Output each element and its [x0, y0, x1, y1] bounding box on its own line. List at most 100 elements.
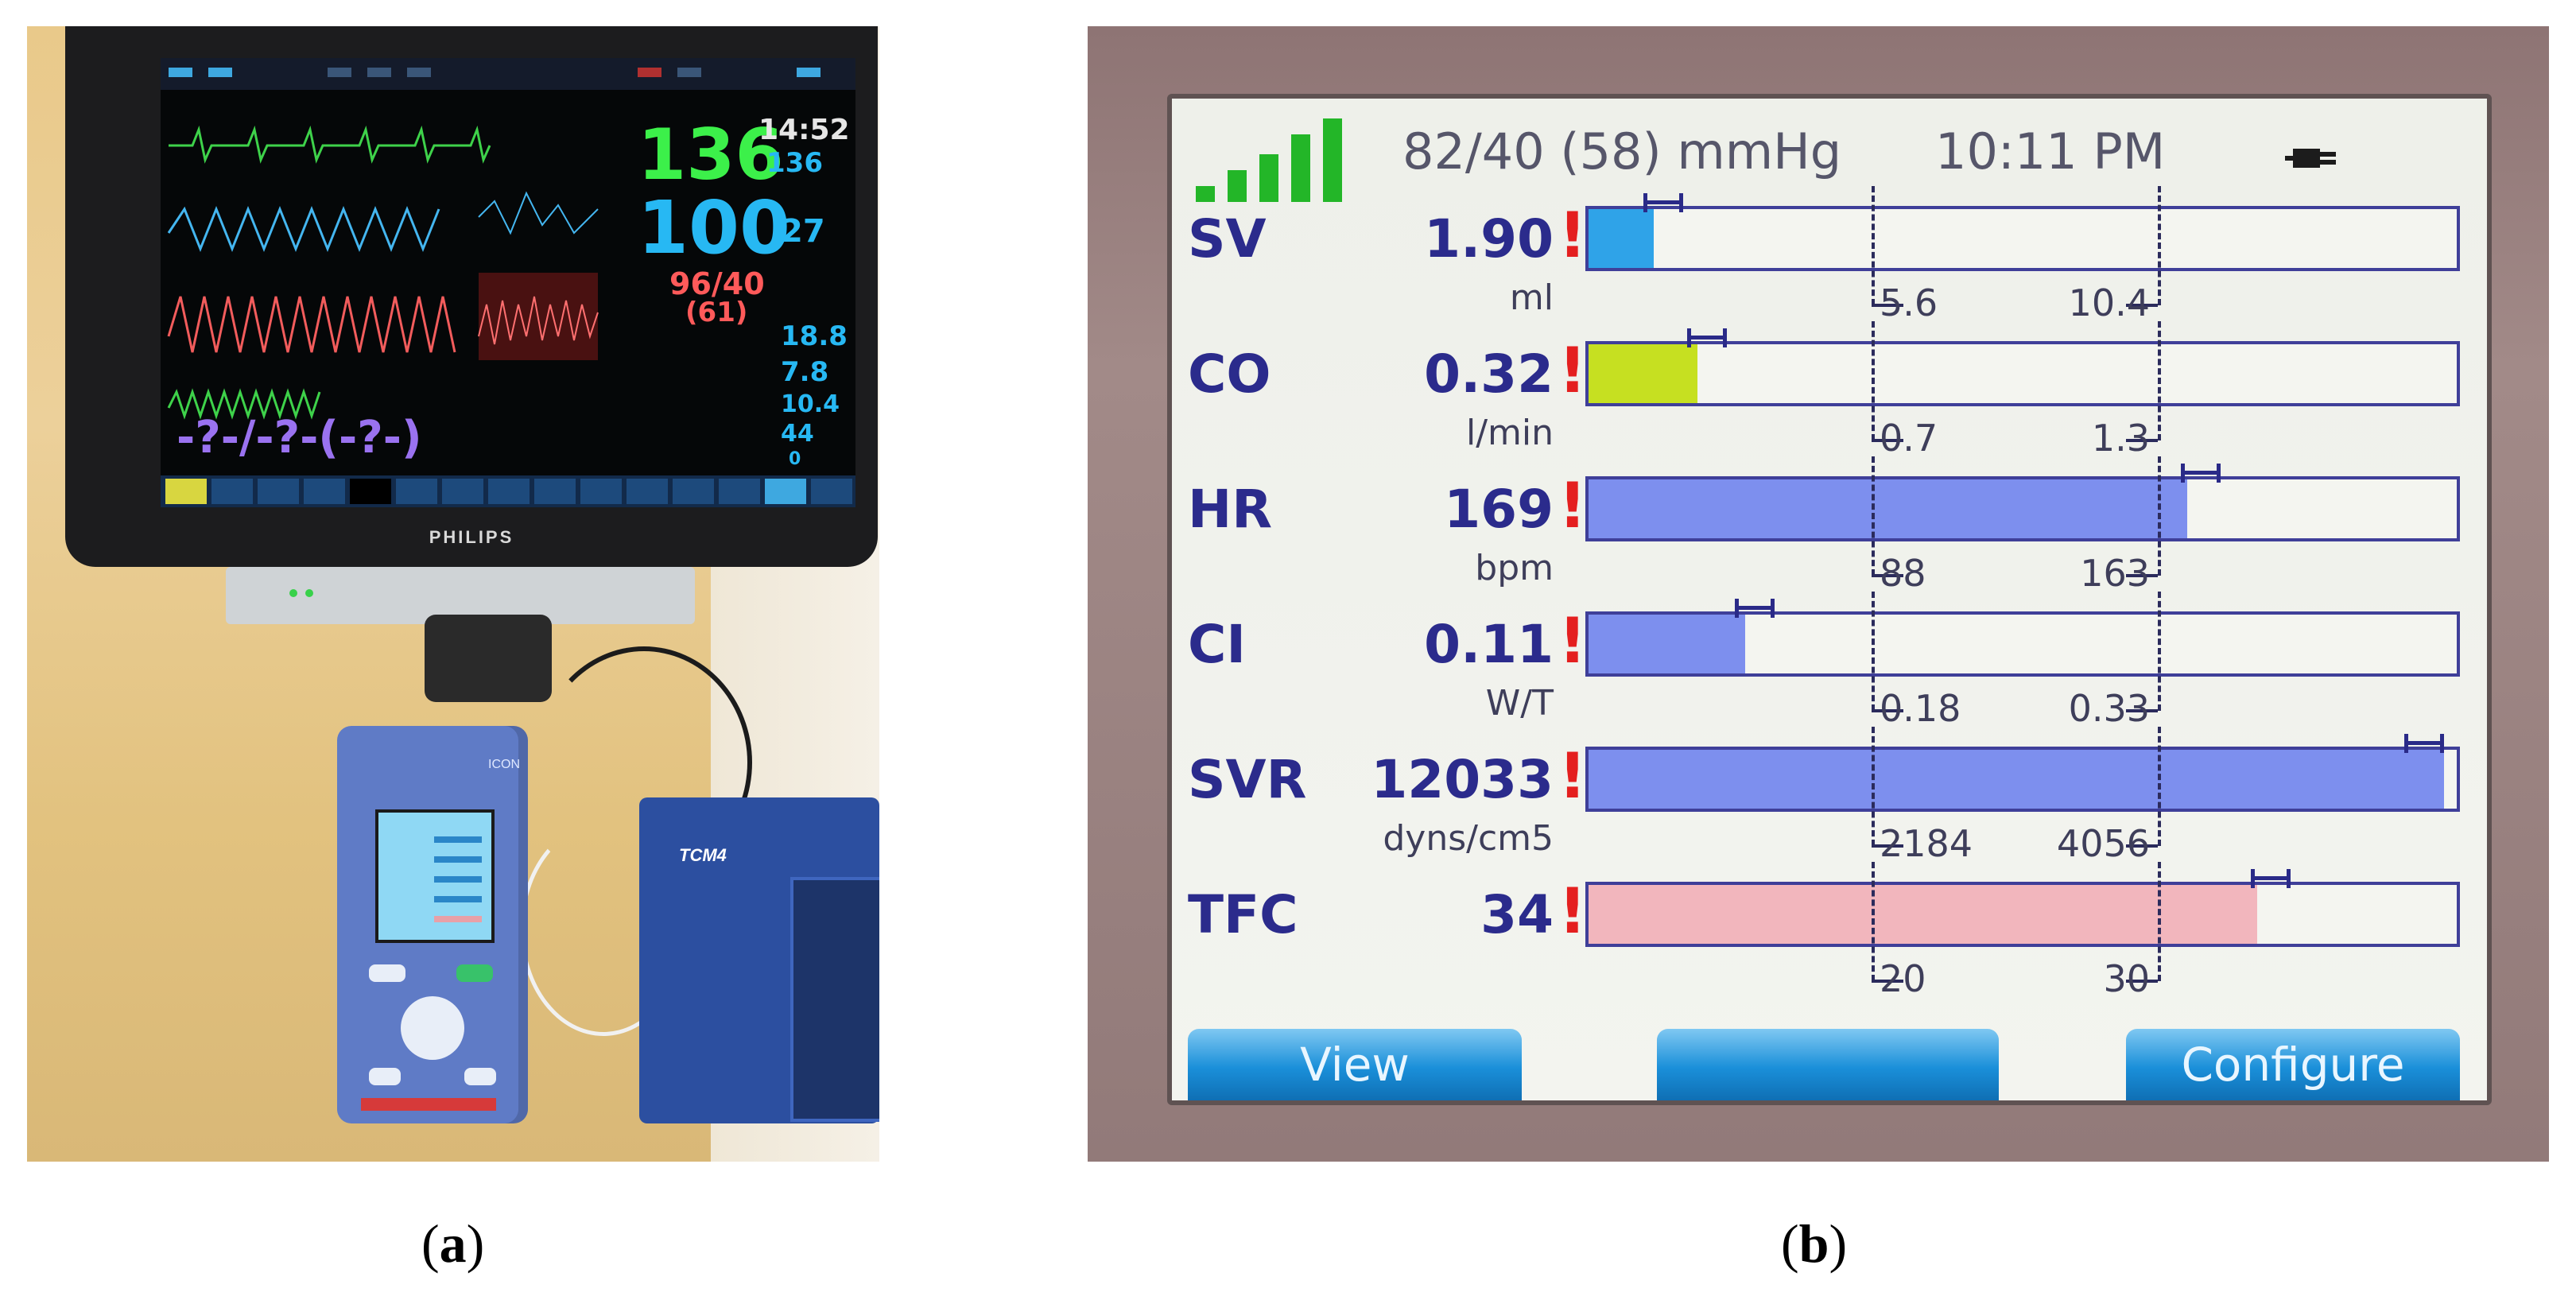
range-low: 20 [1880, 957, 1926, 1000]
param-value: 0.11 [1424, 614, 1554, 675]
clock: 14:52 [758, 114, 850, 146]
range-dash [2158, 321, 2161, 440]
monitor-top-bar [161, 58, 855, 90]
view-button[interactable]: View [1188, 1029, 1522, 1100]
range-dash [2158, 727, 2161, 846]
range-dash [2158, 592, 2161, 711]
param-bar-fill [1589, 885, 2257, 944]
range-high: 4056 [2056, 822, 2150, 865]
monitor-softkey-bar [161, 475, 855, 507]
trend-marker [2181, 464, 2221, 483]
trend-marker [1686, 328, 1727, 347]
waveforms [167, 125, 599, 420]
param-bar-fill [1589, 479, 2188, 538]
tcm4-window [790, 877, 879, 1122]
param-bar-fill [1589, 750, 2444, 809]
range-high: 163 [2080, 552, 2150, 595]
range-bracket [2126, 439, 2158, 442]
range-bracket [2126, 304, 2158, 307]
range-low: 2184 [1880, 822, 1973, 865]
trend-marker [2251, 869, 2291, 888]
photo-icon-screen: 82/40 (58) mmHg 10:11 PM SV 1.90! ml 5.6 10.… [1088, 26, 2549, 1162]
resp-value: 27 [781, 213, 825, 250]
param-bar [1585, 611, 2460, 677]
photo-bedside-monitor: 136 14:52 136 100 27 96/40 (61) 18.8 7.8… [27, 26, 879, 1162]
range-bracket [2126, 980, 2158, 983]
param-bar [1585, 341, 2460, 406]
art-placeholder: -?-/-?-(-?-) [177, 412, 422, 464]
range-low: 5.6 [1880, 281, 1938, 324]
param-unit: W/T [1485, 683, 1554, 724]
param-value: 1.90 [1424, 208, 1554, 270]
range-bracket [1872, 980, 1903, 983]
param-label: CO [1188, 343, 1271, 405]
hr-value: 136 [638, 114, 784, 196]
nibp-mean: (61) [685, 297, 748, 328]
param-bar [1585, 206, 2460, 271]
range-low: 0.7 [1880, 417, 1938, 460]
range-high: 1.3 [2091, 417, 2150, 460]
vital-4: 44 [781, 420, 814, 448]
param-bar-fill [1589, 209, 1654, 268]
trend-marker [1735, 599, 1775, 618]
param-bar-fill [1589, 615, 1745, 673]
alert-icon: ! [1558, 876, 1587, 948]
power-plug-icon [2285, 142, 2341, 174]
range-dash [1872, 186, 1875, 305]
vital-2: 7.8 [781, 356, 829, 388]
range-bracket [2126, 574, 2158, 577]
alert-icon: ! [1558, 606, 1587, 677]
param-label: SVR [1188, 749, 1307, 810]
param-unit: bpm [1475, 548, 1554, 588]
param-label: TFC [1188, 884, 1298, 945]
param-unit: dyns/cm5 [1383, 818, 1554, 859]
param-bar [1585, 476, 2460, 541]
range-dash [2158, 186, 2161, 305]
range-bracket [1872, 709, 1903, 712]
caption-b: (b) [1781, 1213, 1848, 1274]
icon-device-screen [375, 809, 495, 943]
trend-marker [1643, 193, 1683, 212]
tcm4-label: TCM4 [679, 845, 727, 865]
range-low: 0.18 [1880, 687, 1961, 730]
param-label: HR [1188, 479, 1273, 540]
spo2-value: 100 [638, 185, 791, 270]
param-unit: ml [1509, 277, 1554, 318]
param-label: SV [1188, 208, 1267, 270]
configure-button[interactable]: Configure [2126, 1029, 2460, 1100]
range-high: 30 [2103, 957, 2150, 1000]
range-dash [2158, 862, 2161, 981]
alert-icon: ! [1558, 336, 1587, 407]
param-value: 0.32 [1424, 343, 1554, 405]
alert-icon: ! [1558, 200, 1587, 272]
param-value: 169 [1444, 479, 1554, 540]
range-bracket [1872, 574, 1903, 577]
vital-5: 0 [789, 449, 801, 469]
param-bar [1585, 882, 2460, 947]
status-time: 10:11 PM [1935, 122, 2166, 180]
blank-softkey[interactable] [1657, 1029, 1999, 1100]
range-bracket [1872, 304, 1903, 307]
icon-device-label [361, 1098, 496, 1111]
range-dash [1872, 456, 1875, 576]
param-value: 34 [1480, 884, 1554, 945]
hr-small-value: 136 [766, 147, 823, 179]
icon-brand: ICON [488, 758, 520, 771]
signal-strength-icon [1196, 114, 1379, 202]
range-dash [1872, 592, 1875, 711]
range-dash [2158, 456, 2161, 576]
range-bracket [1872, 439, 1903, 442]
icon-cardiometry-device: ICON [337, 726, 528, 1123]
nibp-value: 96/40 [669, 266, 765, 301]
range-dash [1872, 727, 1875, 846]
param-unit: l/min [1465, 413, 1554, 453]
range-high: 10.4 [2068, 281, 2150, 324]
range-high: 0.33 [2068, 687, 2150, 730]
tcm4-device: TCM4 [639, 797, 879, 1123]
range-bracket [2126, 709, 2158, 712]
param-bar [1585, 747, 2460, 812]
mounting-arm [425, 615, 552, 702]
vital-1: 18.8 [781, 320, 848, 352]
icon-screen: 82/40 (58) mmHg 10:11 PM SV 1.90! ml 5.6 10.… [1167, 94, 2492, 1105]
range-dash [1872, 321, 1875, 440]
